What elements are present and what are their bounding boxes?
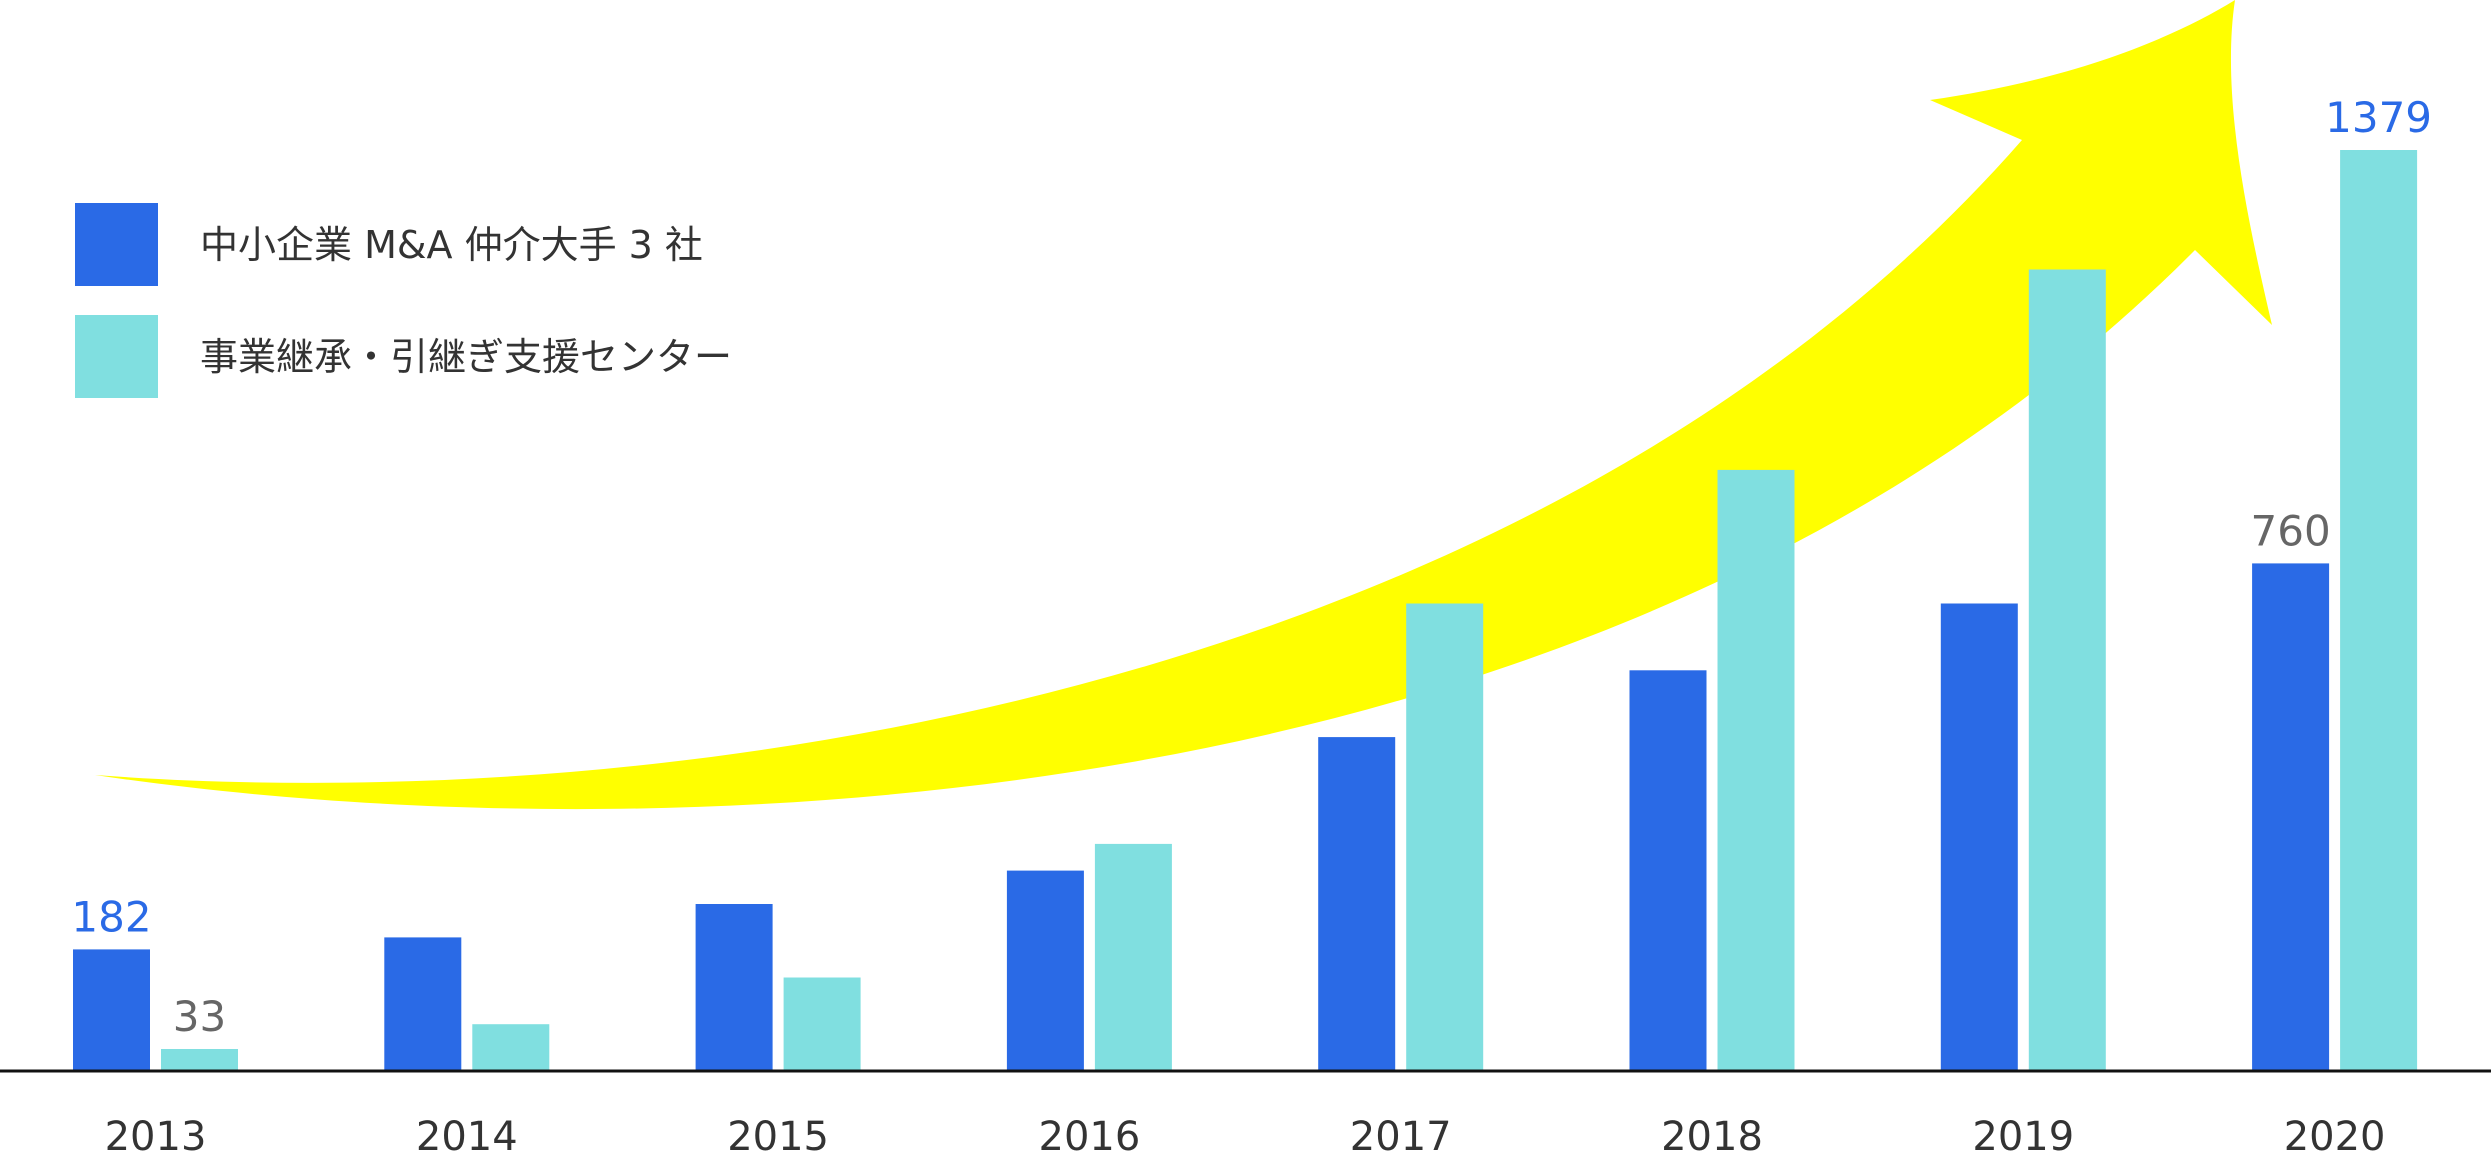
data-label-2020-s2: 1379 (2325, 93, 2432, 142)
bar-s2-2015 (783, 977, 861, 1071)
bar-s1-2016 (1006, 870, 1084, 1071)
bar-s2-2013 (161, 1049, 238, 1071)
legend-swatch-2 (75, 315, 158, 398)
data-labels: 182 33 760 1379 (71, 93, 2432, 1041)
data-label-2013-s1: 182 (71, 892, 151, 941)
bar-s2-2020 (2340, 150, 2418, 1071)
x-tick-2013: 2013 (105, 1114, 207, 1160)
x-tick-2014: 2014 (416, 1114, 518, 1160)
bar-s2-2017 (1406, 603, 1484, 1071)
data-label-2020-s1: 760 (2251, 506, 2331, 555)
bars-layer (73, 150, 2418, 1071)
bar-s1-2017 (1318, 737, 1396, 1071)
bar-s2-2016 (1094, 843, 1172, 1071)
x-tick-2019: 2019 (1972, 1114, 2074, 1160)
bar-s2-2018 (1717, 469, 1795, 1071)
x-tick-2016: 2016 (1039, 1114, 1141, 1160)
x-axis-ticks: 2013 2014 2015 2016 2017 2018 2019 2020 (105, 1114, 2386, 1160)
x-tick-2015: 2015 (727, 1114, 829, 1160)
legend-swatch-1 (75, 203, 158, 286)
bar-s1-2019 (1940, 603, 2018, 1071)
data-label-2013-s2: 33 (173, 992, 226, 1041)
bar-s1-2020 (2252, 563, 2330, 1071)
bar-s1-2014 (384, 937, 462, 1071)
legend-label-1: 中小企業 M&A 仲介大手 3 社 (200, 223, 703, 267)
bar-s2-2019 (2028, 269, 2106, 1071)
bar-s1-2015 (695, 904, 773, 1071)
x-tick-2020: 2020 (2284, 1114, 2386, 1160)
legend-label-2: 事業継承・引継ぎ支援センター (200, 335, 732, 379)
x-tick-2017: 2017 (1350, 1114, 1452, 1160)
bar-s2-2014 (472, 1024, 550, 1071)
bar-s1-2018 (1629, 670, 1707, 1071)
x-tick-2018: 2018 (1661, 1114, 1763, 1160)
bar-s1-2013 (73, 949, 150, 1071)
trend-arrow (95, 0, 2272, 810)
